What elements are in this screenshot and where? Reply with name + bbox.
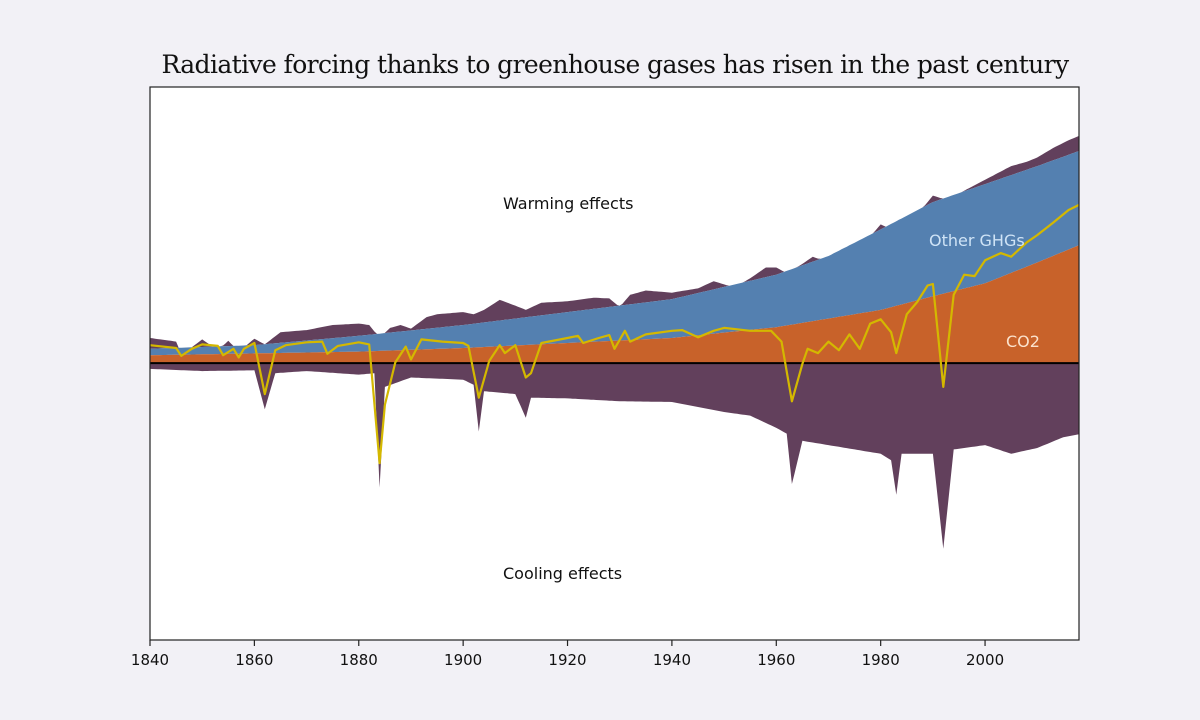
x-tick-label: 1840 [131, 651, 169, 669]
x-tick-label: 2000 [966, 651, 1004, 669]
annotation-warming-effects: Warming effects [503, 194, 633, 213]
area-co2 [150, 245, 1079, 364]
plot-frame [149, 86, 1080, 641]
x-tick-label: 1860 [235, 651, 273, 669]
x-tick-label: 1880 [340, 651, 378, 669]
x-tick-label: 1960 [757, 651, 795, 669]
x-tick-label: 1940 [653, 651, 691, 669]
x-axis: 1840 1860 1880 1900 1920 1940 1960 1980 2000 [131, 640, 1004, 669]
net-forcing-line [149, 203, 1080, 465]
area-layers [150, 135, 1079, 549]
area-cooling-effects [150, 363, 1079, 549]
annotation-co2: CO2 [1006, 332, 1040, 351]
area-other-warming [150, 135, 1079, 349]
annotation-cooling-effects: Cooling effects [503, 564, 622, 583]
chart-title: Radiative forcing thanks to greenhouse g… [161, 50, 1069, 79]
x-tick-label: 1920 [548, 651, 586, 669]
area-other-ghgs [150, 151, 1079, 356]
x-tick-label: 1980 [862, 651, 900, 669]
annotation-other-ghgs: Other GHGs [929, 231, 1025, 250]
x-tick-label: 1900 [444, 651, 482, 669]
